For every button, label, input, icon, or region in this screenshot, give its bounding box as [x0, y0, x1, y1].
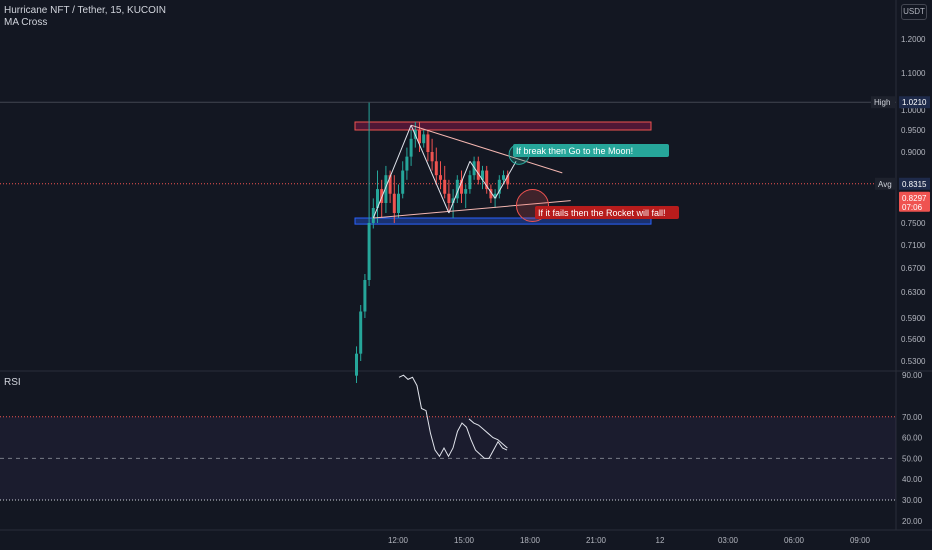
candle-body — [426, 134, 430, 152]
rsi-tick-label: 70.00 — [902, 413, 923, 422]
moon-callout-box — [513, 144, 669, 157]
moon-callout-text: If break then Go to the Moon! — [516, 146, 633, 156]
price-tick-label: 0.5600 — [901, 335, 926, 344]
indicator-label[interactable]: MA Cross — [4, 17, 48, 28]
candle-body — [409, 138, 413, 157]
rsi-line — [468, 418, 508, 449]
candle-body — [455, 179, 459, 199]
candle-body — [367, 223, 371, 280]
avg-value-label: 0.8315 — [902, 180, 927, 189]
candle-body — [434, 161, 438, 176]
price-tick-label: 0.6700 — [901, 264, 926, 273]
price-tick-label: 1.2000 — [901, 35, 926, 44]
trendline — [410, 124, 563, 174]
avg-tag-bg — [875, 177, 895, 190]
price-tick-label: 1.0000 — [901, 106, 926, 115]
candle-body — [392, 193, 396, 213]
rocket-callout-box — [535, 206, 679, 219]
candle-body — [405, 156, 409, 171]
candle-body — [418, 130, 421, 144]
candle-body — [493, 193, 497, 199]
candle-body — [468, 175, 472, 190]
time-tick-label: 18:00 — [520, 536, 541, 545]
candle-body — [489, 189, 493, 199]
price-tick-label: 0.9000 — [901, 148, 926, 157]
candle-body — [506, 175, 510, 185]
rocket-callout-text: If it fails then the Rocket will fall! — [538, 208, 666, 218]
candle-body — [401, 170, 405, 194]
trendline — [373, 200, 571, 219]
rsi-tick-label: 50.00 — [902, 454, 923, 463]
candle-body — [443, 179, 447, 194]
time-tick-label: 03:00 — [718, 536, 739, 545]
trendline — [469, 160, 496, 199]
rsi-tick-label: 20.00 — [902, 517, 923, 526]
candle-body — [481, 170, 484, 180]
time-tick-label: 15:00 — [454, 536, 475, 545]
price-tick-label: 0.5900 — [901, 314, 926, 323]
candle-body — [355, 353, 358, 376]
symbol-title: Hurricane NFT / Tether, 15, KUCOIN — [4, 5, 166, 16]
candle-body — [388, 175, 392, 194]
last-price-bg — [899, 191, 930, 212]
price-tick-label: 0.7100 — [901, 241, 926, 250]
candle-body — [439, 175, 442, 180]
candle-body — [502, 175, 505, 180]
trendline — [494, 161, 517, 199]
trendline — [448, 161, 471, 214]
candle-body — [430, 152, 434, 162]
avg-tag-label: Avg — [878, 180, 892, 189]
trendline — [372, 125, 412, 219]
rsi-tick-label: 90.00 — [902, 371, 923, 380]
candle-body — [397, 193, 400, 213]
candle-body — [451, 198, 455, 203]
candle-body — [359, 311, 363, 354]
candle-body — [497, 179, 501, 194]
time-tick-label: 09:00 — [850, 536, 871, 545]
avg-value-bg — [899, 177, 930, 190]
candle-body — [485, 170, 489, 190]
rsi-tick-label: 60.00 — [902, 434, 923, 443]
trendline — [410, 125, 450, 214]
candle-body — [376, 189, 379, 208]
price-tick-label: 0.5300 — [901, 357, 926, 366]
supply-zone — [354, 121, 652, 131]
candle-body — [422, 134, 426, 144]
candle-body — [464, 189, 468, 194]
last-price-label: 0.8297 — [902, 194, 927, 203]
demand-zone — [354, 217, 652, 225]
price-tick-label: 1.1000 — [901, 69, 926, 78]
candle-body — [384, 175, 388, 203]
countdown-label: 07:06 — [902, 203, 923, 212]
candle-body — [371, 208, 375, 223]
price-tick-label: 0.6300 — [901, 288, 926, 297]
candle-body — [447, 193, 451, 203]
rsi-label[interactable]: RSI — [4, 377, 21, 388]
rsi-line — [398, 374, 508, 459]
candle-body — [460, 179, 463, 194]
time-tick-label: 12 — [656, 536, 665, 545]
time-tick-label: 12:00 — [388, 536, 409, 545]
time-tick-label: 21:00 — [586, 536, 607, 545]
high-tag-label: High — [874, 98, 890, 107]
candle-body — [476, 161, 480, 180]
currency-button[interactable]: USDT — [901, 4, 927, 20]
rsi-tick-label: 30.00 — [902, 496, 923, 505]
high-value-bg — [899, 96, 930, 109]
high-value-label: 1.0210 — [902, 98, 927, 107]
high-tag-bg — [871, 96, 895, 109]
time-tick-label: 06:00 — [784, 536, 805, 545]
price-tick-label: 0.9500 — [901, 126, 926, 135]
price-tick-label: 0.7500 — [901, 219, 926, 228]
rsi-tick-label: 40.00 — [902, 475, 923, 484]
candle-body — [363, 280, 367, 312]
candle-body — [380, 189, 384, 203]
